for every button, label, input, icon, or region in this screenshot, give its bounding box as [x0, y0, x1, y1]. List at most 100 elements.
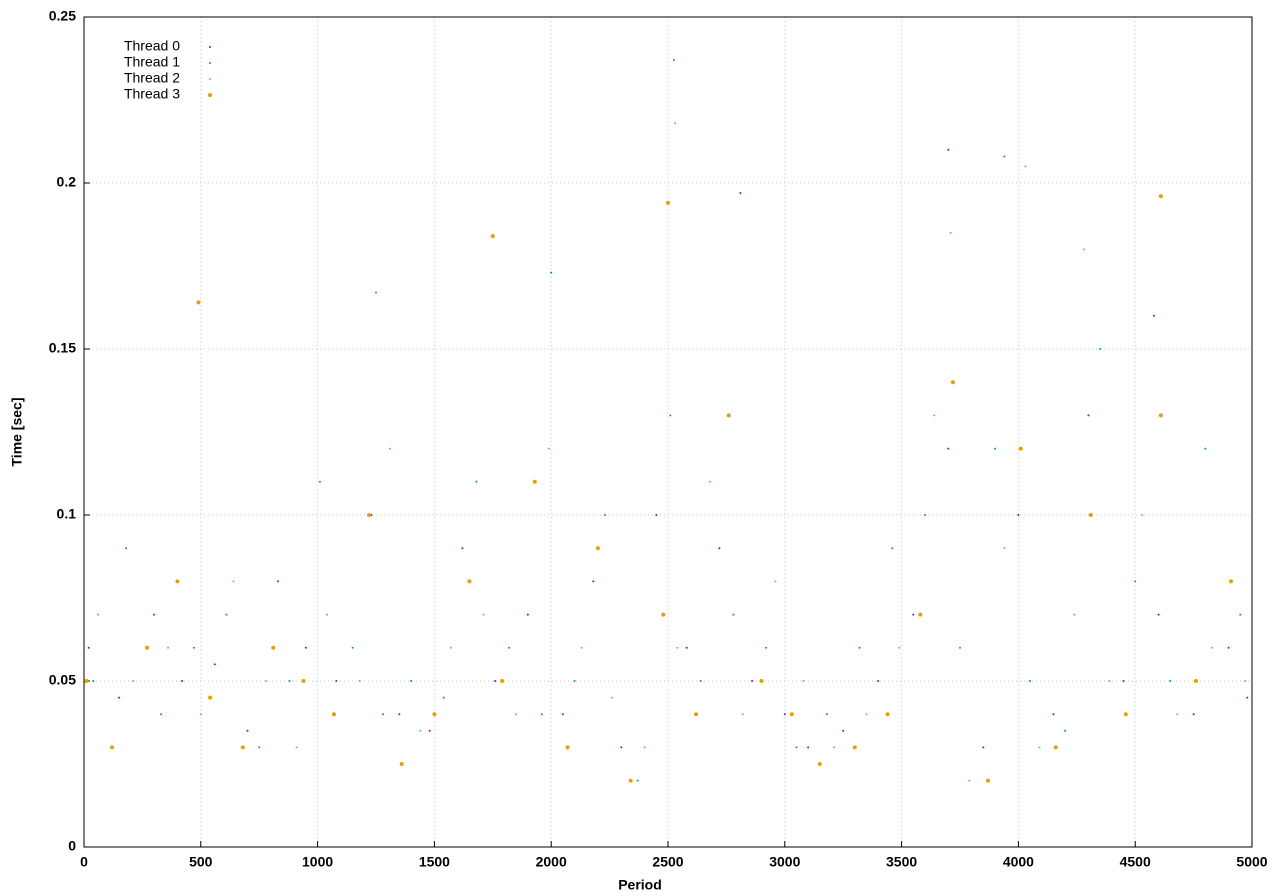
y-tick-label: 0.2 — [57, 174, 77, 190]
point — [709, 480, 712, 483]
point — [1029, 680, 1032, 682]
point — [610, 696, 613, 699]
point — [1088, 513, 1093, 517]
point — [1087, 414, 1090, 417]
point — [389, 447, 392, 450]
legend-label: Thread 3 — [124, 86, 180, 102]
legend-marker — [209, 62, 211, 64]
point — [208, 695, 213, 700]
point — [232, 580, 235, 583]
point — [885, 712, 890, 717]
point — [331, 712, 336, 717]
point — [325, 613, 328, 616]
point — [1228, 579, 1233, 584]
point — [132, 680, 135, 682]
point — [825, 713, 828, 716]
point — [213, 663, 216, 666]
point — [271, 645, 276, 650]
point — [508, 646, 511, 649]
point — [419, 729, 422, 732]
point — [153, 613, 156, 616]
legend-label: Thread 2 — [124, 70, 180, 86]
x-tick-label: 500 — [189, 854, 213, 870]
point — [1053, 745, 1058, 750]
point — [366, 513, 371, 517]
point — [898, 646, 901, 649]
point — [817, 762, 822, 766]
point — [449, 646, 452, 649]
point — [947, 447, 950, 450]
y-tick-label: 0 — [68, 838, 76, 854]
plot-frame — [83, 16, 1253, 848]
point — [1193, 679, 1198, 683]
point — [288, 680, 291, 682]
point — [751, 680, 754, 682]
point — [1099, 348, 1102, 350]
point — [628, 778, 633, 783]
point — [865, 713, 868, 716]
point — [1123, 712, 1128, 717]
point — [669, 414, 672, 417]
point — [765, 646, 768, 649]
point — [759, 679, 764, 683]
point — [986, 778, 991, 783]
point — [741, 713, 744, 716]
point — [301, 679, 306, 683]
point — [1246, 696, 1249, 699]
point — [490, 234, 495, 239]
point — [318, 480, 321, 483]
point — [1038, 746, 1041, 749]
point — [795, 746, 798, 749]
point — [923, 514, 926, 516]
point — [620, 746, 623, 749]
point — [1024, 165, 1027, 168]
point — [912, 613, 915, 616]
point — [933, 414, 936, 417]
point — [950, 380, 955, 385]
point — [84, 679, 89, 683]
point — [573, 680, 576, 682]
point — [199, 713, 202, 716]
point — [1134, 580, 1137, 583]
point — [1211, 646, 1214, 649]
legend-label: Thread 0 — [124, 38, 180, 54]
point — [335, 680, 338, 682]
point — [295, 746, 298, 749]
point — [1064, 729, 1067, 732]
point — [547, 447, 550, 450]
legend-marker — [209, 78, 211, 80]
point — [145, 645, 150, 650]
point — [382, 713, 385, 716]
y-tick-label: 0.15 — [49, 340, 76, 356]
point — [655, 514, 658, 516]
x-tick-label: 2500 — [652, 854, 683, 870]
x-tick-label: 5000 — [1236, 854, 1267, 870]
point — [375, 291, 377, 294]
point — [661, 612, 666, 617]
point — [718, 547, 721, 550]
point — [674, 122, 677, 125]
point — [1052, 713, 1055, 716]
x-tick-label: 3500 — [886, 854, 917, 870]
point — [982, 746, 985, 749]
point — [1204, 447, 1207, 450]
point — [258, 746, 261, 749]
point — [1158, 194, 1163, 199]
point — [432, 712, 437, 717]
point — [399, 762, 404, 766]
point — [160, 713, 163, 716]
point — [1073, 613, 1076, 616]
point — [994, 447, 997, 450]
point — [175, 579, 180, 584]
point — [1082, 248, 1085, 251]
x-tick-label: 4500 — [1120, 854, 1151, 870]
point — [265, 680, 268, 682]
point — [676, 646, 679, 649]
point — [1192, 713, 1195, 716]
point — [1157, 613, 1160, 616]
point — [515, 713, 518, 716]
point — [494, 680, 497, 682]
point — [1018, 446, 1023, 451]
point — [532, 479, 537, 484]
point — [526, 613, 529, 616]
